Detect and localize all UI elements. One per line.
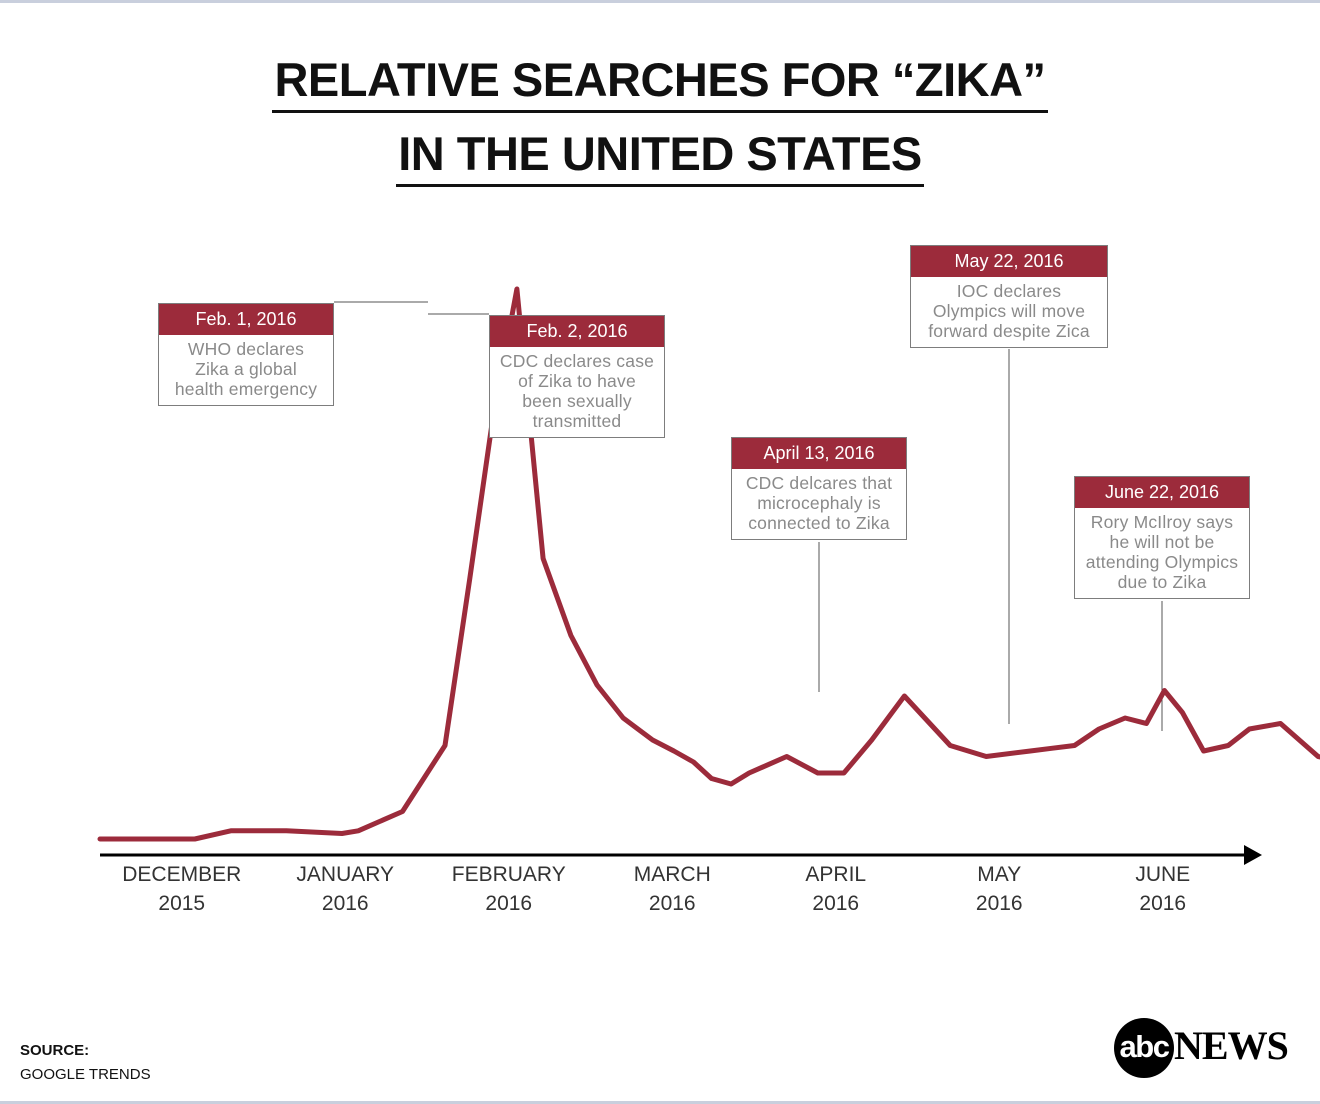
x-tick-year-5: 2016 [976, 892, 1023, 915]
x-tick-year-0: 2015 [158, 892, 205, 915]
annotation-box-2: April 13, 2016 CDC delcares that microceph… [731, 437, 907, 540]
source-value: GOOGLE TRENDS [20, 1066, 151, 1083]
x-axis-arrow [1244, 845, 1262, 865]
x-tick-year-6: 2016 [1139, 892, 1186, 915]
annotation-box-3: May 22, 2016 IOC declares Olympics will mo… [910, 245, 1108, 348]
x-tick-month-3: MARCH [634, 863, 711, 886]
annotation-text: CDC declares case of Zika to have been sex… [490, 347, 664, 437]
annotation-date: May 22, 2016 [911, 246, 1107, 277]
annotation-text: Rory McIlroy says he will not be attending… [1075, 508, 1249, 598]
news-logo-text: NEWS [1174, 1022, 1288, 1069]
annotation-box-4: June 22, 2016 Rory McIlroy says he will no… [1074, 476, 1250, 599]
x-tick-year-1: 2016 [322, 892, 369, 915]
x-tick-month-5: MAY [977, 863, 1021, 886]
annotation-date: Feb. 2, 2016 [490, 316, 664, 347]
x-tick-month-0: DECEMBER [122, 863, 241, 886]
source-label: SOURCE: [20, 1042, 89, 1059]
x-tick-year-3: 2016 [649, 892, 696, 915]
annotation-text: IOC declares Olympics will move forward de… [911, 277, 1107, 347]
x-tick-month-2: FEBRUARY [452, 863, 566, 886]
annotation-text: WHO declares Zika a global health emergenc… [159, 335, 333, 405]
abc-logo-mark: abc [1114, 1018, 1174, 1078]
x-tick-month-6: JUNE [1135, 863, 1190, 886]
annotation-date: Feb. 1, 2016 [159, 304, 333, 335]
annotation-date: April 13, 2016 [732, 438, 906, 469]
x-tick-year-4: 2016 [812, 892, 859, 915]
x-tick-year-2: 2016 [485, 892, 532, 915]
x-tick-month-1: JANUARY [296, 863, 394, 886]
annotation-date: June 22, 2016 [1075, 477, 1249, 508]
annotation-box-1: Feb. 2, 2016 CDC declares case of Zika to … [489, 315, 665, 438]
x-axis-ticks: DECEMBER 2015 JANUARY 2016 FEBRUARY 2016 MARCH… [122, 863, 1190, 915]
x-tick-month-4: APRIL [805, 863, 866, 886]
annotation-text: CDC delcares that microcephaly is connecte… [732, 469, 906, 539]
annotation-box-0: Feb. 1, 2016 WHO declares Zika a global hea… [158, 303, 334, 406]
